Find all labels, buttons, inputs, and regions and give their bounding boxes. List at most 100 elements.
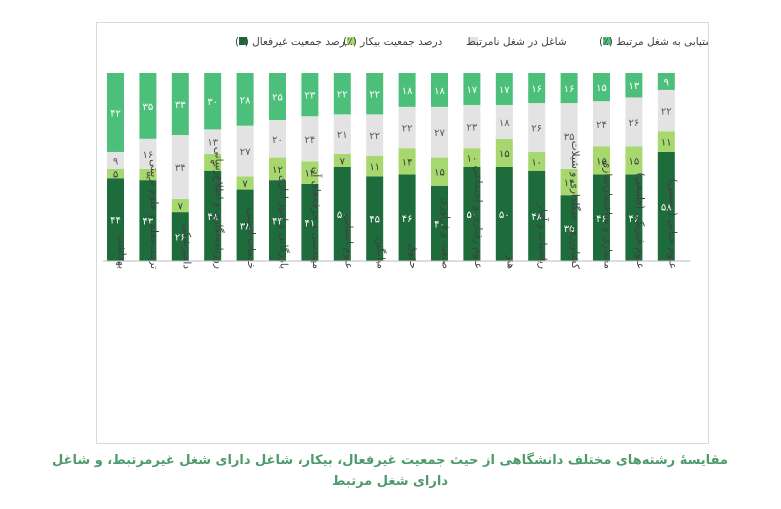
bar-unemp-1 — [107, 168, 124, 179]
data-label-lfp-5: ۳۸ — [240, 221, 251, 232]
legend-label-lfp: درصد جمعیت غیرفعال (٪) — [235, 36, 350, 48]
data-label-related-14: ۱۶ — [531, 84, 542, 95]
data-label-unrelated-2: ۱۶ — [143, 150, 154, 161]
bar-unrelated-7 — [301, 116, 319, 162]
data-label-unemp-15: ۱۴ — [564, 178, 575, 189]
data-label-unemp-12: ۱۰ — [467, 154, 478, 165]
legend-label-unemp: درصد جمعیت بیکار (٪) — [343, 36, 443, 48]
bar-unemp-10 — [398, 148, 416, 175]
category-label-15: کشاورزی، جنگلداری و شیلات — [569, 141, 582, 269]
category-label-5: خدمات امنیتی — [245, 208, 257, 269]
bar-lfp-11 — [431, 185, 448, 261]
data-label-unemp-4: ۹ — [210, 158, 215, 169]
data-label-lfp-4: ۴۸ — [207, 212, 218, 223]
bar-lfp-10 — [398, 174, 416, 261]
bar-unrelated-18 — [657, 89, 675, 132]
data-label-lfp-12: ۵۰ — [467, 210, 478, 221]
category-label-18: علوم حیاتی (زیستی) — [666, 179, 678, 269]
bar-lfp-7 — [301, 183, 319, 261]
data-label-unrelated-16: ۲۴ — [596, 120, 607, 131]
data-label-related-3: ۳۳ — [175, 100, 186, 111]
bar-lfp-13 — [495, 167, 513, 261]
bar-unrelated-10 — [398, 106, 416, 149]
bar-unemp-3 — [171, 198, 189, 213]
data-label-unemp-1: ۵ — [113, 170, 118, 181]
bar-unemp-15 — [560, 168, 578, 196]
bar-lfp-5 — [236, 189, 254, 261]
category-label-7: مهندسی و حرفه‌های آن — [310, 167, 323, 269]
bar-related-14 — [528, 73, 546, 104]
data-label-unrelated-7: ۲۴ — [305, 135, 316, 146]
data-label-unrelated-15: ۳۵ — [564, 132, 575, 143]
figure-caption: مقایسهٔ رشته‌های مختلف دانشگاهی از حیث ج… — [52, 453, 728, 489]
bar-lfp-17 — [625, 174, 643, 261]
category-label-1: بهداشت — [116, 234, 128, 269]
bar-unemp-16 — [593, 146, 610, 175]
data-label-related-18: ۹ — [664, 77, 669, 88]
legend-swatch-related — [603, 37, 611, 45]
bar-related-4 — [204, 73, 222, 130]
data-label-unemp-3: ۷ — [178, 202, 184, 213]
bar-lfp-2 — [139, 180, 157, 261]
chart-frame: درصد جمعیت غیرفعال (٪) درصد جمعیت بیکار (… — [96, 22, 709, 444]
bar-unrelated-3 — [171, 135, 189, 199]
data-label-unrelated-10: ۲۲ — [402, 124, 413, 135]
bar-related-13 — [495, 73, 513, 105]
data-label-related-5: ۲۸ — [240, 95, 251, 106]
data-label-unemp-11: ۱۵ — [434, 168, 445, 179]
data-label-related-4: ۳۰ — [207, 97, 218, 108]
legend-swatch-lfp — [239, 37, 247, 45]
category-label-4: روزنامه‌نگاری و اطلاع‌رسانی — [213, 147, 226, 269]
data-label-related-12: ۱۷ — [467, 85, 478, 96]
data-label-lfp-1: ۴۴ — [110, 216, 121, 227]
bar-related-7 — [301, 73, 319, 117]
category-label-10: حقوق — [407, 244, 419, 269]
data-label-related-16: ۱۵ — [596, 83, 607, 94]
data-label-unemp-16: ۱۵ — [596, 156, 607, 167]
bar-lfp-1 — [107, 178, 124, 261]
bar-unrelated-1 — [107, 151, 124, 169]
data-label-unrelated-4: ۱۳ — [207, 138, 218, 149]
bar-lfp-4 — [204, 170, 222, 261]
category-label-8: علوم انسانی — [342, 214, 354, 269]
data-label-lfp-16: ۴۶ — [596, 214, 607, 225]
data-label-unrelated-13: ۱۸ — [499, 118, 510, 129]
bar-unrelated-2 — [139, 138, 157, 169]
category-label-9: میانگین — [375, 237, 388, 269]
bar-unrelated-4 — [204, 129, 222, 154]
bar-unrelated-5 — [236, 125, 254, 177]
category-label-17: علوم فیزیکی (طبیعی) — [634, 173, 646, 270]
data-label-lfp-11: ۴۰ — [434, 219, 445, 230]
bar-unrelated-16 — [593, 101, 610, 147]
data-label-lfp-14: ۴۸ — [531, 212, 542, 223]
data-label-unemp-5: ۷ — [242, 179, 248, 190]
data-label-related-15: ۱۶ — [564, 84, 575, 95]
bar-related-10 — [398, 73, 416, 107]
category-label-16: معماری و ساختمان‌سازی — [602, 160, 614, 269]
bar-related-2 — [139, 73, 157, 139]
bar-lfp-18 — [657, 151, 675, 261]
legend-swatch-unemp — [347, 37, 355, 45]
data-label-unemp-17: ۱۵ — [629, 156, 640, 167]
category-label-14: ریاضیات و آمار — [537, 203, 550, 269]
data-label-unrelated-12: ۲۳ — [467, 123, 478, 134]
bar-unemp-11 — [431, 157, 448, 186]
data-label-related-13: ۱۷ — [499, 85, 510, 96]
category-label-3: دامپزشکی — [180, 223, 192, 269]
bar-unrelated-9 — [366, 114, 384, 156]
bar-related-3 — [171, 73, 189, 136]
data-label-related-10: ۱۸ — [402, 86, 413, 97]
bar-lfp-15 — [560, 195, 578, 261]
bar-unemp-7 — [301, 161, 319, 184]
bar-unrelated-6 — [269, 120, 286, 158]
data-label-unrelated-6: ۲۰ — [272, 135, 283, 146]
bar-unrelated-8 — [333, 114, 351, 154]
bar-lfp-9 — [366, 176, 384, 261]
bar-lfp-8 — [333, 167, 351, 261]
data-label-lfp-13: ۵۰ — [499, 210, 510, 221]
bar-unemp-2 — [139, 168, 157, 181]
data-label-related-2: ۳۵ — [143, 102, 154, 113]
bar-related-6 — [269, 73, 286, 120]
bar-unrelated-13 — [495, 104, 513, 139]
bar-related-18 — [657, 73, 675, 90]
